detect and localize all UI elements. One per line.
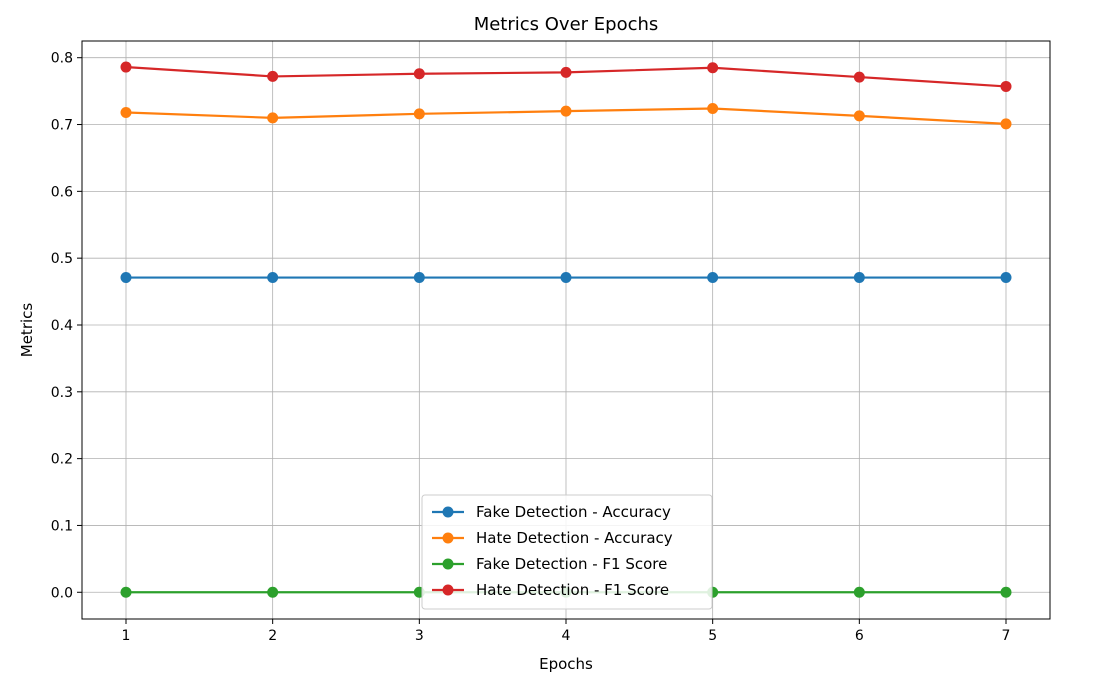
data-point [1000, 80, 1012, 92]
data-point [413, 272, 425, 284]
x-tick-label: 7 [1002, 628, 1011, 644]
x-tick-label: 2 [268, 628, 277, 644]
data-point [120, 272, 132, 284]
data-point [1000, 272, 1012, 284]
series-hate-detection-accuracy [120, 102, 1012, 130]
x-tick-label: 5 [708, 628, 717, 644]
series-hate-detection-f1-score [120, 61, 1012, 92]
data-point [120, 106, 132, 118]
y-tick-label: 0.1 [51, 518, 73, 534]
data-point [267, 70, 279, 82]
y-tick-label: 0.3 [51, 385, 73, 401]
y-tick-label: 0.0 [51, 585, 73, 601]
chart-title: Metrics Over Epochs [474, 14, 659, 35]
series-fake-detection-accuracy [120, 272, 1012, 284]
x-axis-label: Epochs [539, 655, 593, 673]
data-point [853, 110, 865, 122]
data-point [120, 61, 132, 73]
data-point [707, 102, 719, 114]
x-tick-label: 6 [855, 628, 864, 644]
legend-label: Fake Detection - F1 Score [476, 555, 667, 573]
data-point [707, 272, 719, 284]
legend-label: Hate Detection - F1 Score [476, 581, 669, 599]
data-point [413, 108, 425, 120]
legend-swatch-marker [442, 506, 454, 518]
data-point [413, 68, 425, 80]
x-tick-label: 1 [122, 628, 131, 644]
y-tick-label: 0.4 [51, 318, 73, 334]
data-point [1000, 118, 1012, 130]
legend-box [421, 494, 713, 610]
legend-item: Fake Detection - F1 Score [432, 555, 667, 573]
data-point [120, 586, 132, 598]
grid-layer [82, 41, 1050, 619]
y-tick-label: 0.7 [51, 118, 73, 134]
data-point [267, 112, 279, 124]
x-tick-label: 4 [562, 628, 571, 644]
legend-item: Hate Detection - F1 Score [432, 581, 669, 599]
data-point [853, 272, 865, 284]
data-point [560, 272, 572, 284]
data-point [1000, 586, 1012, 598]
legend-label: Fake Detection - Accuracy [476, 503, 671, 521]
x-tick-label: 3 [415, 628, 424, 644]
y-tick-label: 0.6 [51, 184, 73, 200]
series-layer [120, 61, 1012, 598]
data-point [267, 586, 279, 598]
legend-swatch-marker [442, 584, 454, 596]
data-point [853, 586, 865, 598]
legend-item: Fake Detection - Accuracy [432, 503, 671, 521]
y-axis-label: Metrics [18, 303, 36, 358]
legend-label: Hate Detection - Accuracy [476, 529, 673, 547]
y-tick-label: 0.5 [51, 251, 73, 267]
data-point [560, 105, 572, 117]
y-tick-label: 0.2 [51, 452, 73, 468]
data-point [267, 272, 279, 284]
legend: Fake Detection - Accuracy Hate Detection … [421, 494, 713, 610]
legend-swatch-marker [442, 558, 454, 570]
data-point [853, 71, 865, 83]
legend-swatch-marker [442, 532, 454, 544]
y-tick-label: 0.8 [51, 51, 73, 67]
data-point [560, 66, 572, 78]
legend-item: Hate Detection - Accuracy [432, 529, 673, 547]
data-point [707, 62, 719, 74]
tick-layer: 1 2 3 4 5 6 7 0.0 0.1 0.2 0.3 0.4 0.5 0.6 0.7 0.8 [51, 51, 1011, 644]
